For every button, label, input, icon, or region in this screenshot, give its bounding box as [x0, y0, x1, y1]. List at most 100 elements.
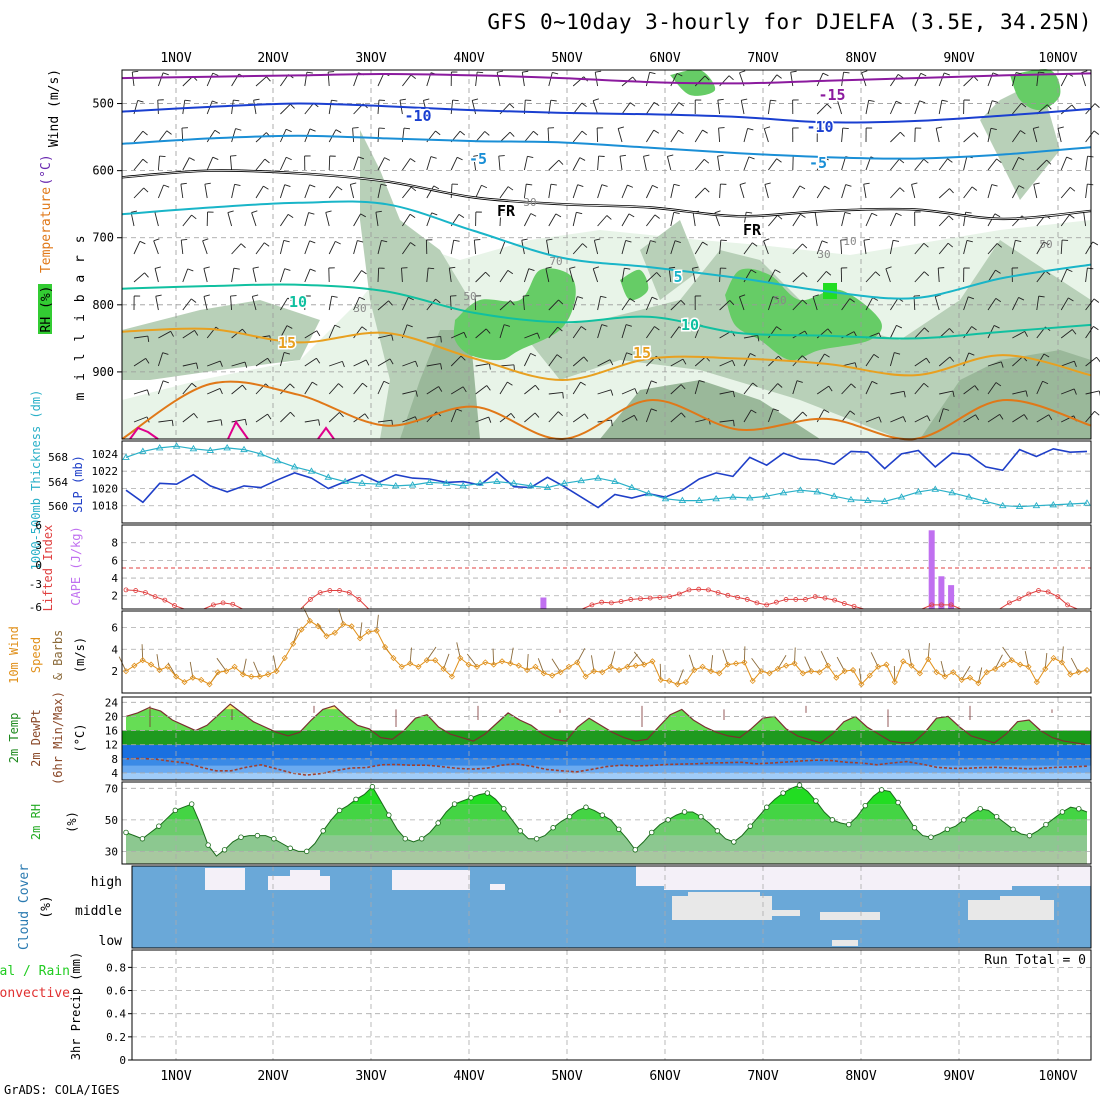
- wind-barb: [1060, 73, 1069, 87]
- wind-barb: [182, 362, 197, 367]
- surface-barb: [688, 654, 695, 671]
- wind-speed-marker: [549, 672, 556, 679]
- wind-barb: [353, 297, 360, 311]
- thickness-marker: [324, 473, 333, 480]
- wind-barb: [499, 270, 509, 283]
- wind-barb-flag: [610, 389, 614, 396]
- wind-speed-marker: [883, 661, 890, 668]
- wind-barb: [473, 240, 477, 255]
- wind-barb: [328, 241, 336, 255]
- wind-barb-flag: [569, 266, 576, 269]
- wind-barb: [153, 240, 159, 255]
- wind-barb-flag: [203, 266, 210, 269]
- wind-barb-flag: [577, 296, 584, 299]
- thickness-marker: [375, 480, 383, 487]
- wind-barb-flag: [380, 183, 387, 186]
- rh2m-marker: [1043, 821, 1049, 828]
- wind-speed-marker: [900, 658, 907, 665]
- wind-barb-flag: [142, 130, 148, 136]
- rh2m-marker: [484, 790, 491, 796]
- wind-barb-flag: [1073, 360, 1077, 367]
- wind-speed-marker: [682, 679, 689, 686]
- wind-speed-marker: [833, 674, 840, 681]
- wind-barb-flag: [449, 266, 456, 269]
- wind-barb-flag: [973, 132, 979, 138]
- wind-speed-marker: [983, 669, 990, 676]
- wind-barb: [377, 100, 380, 115]
- wind-barb: [523, 268, 530, 283]
- wind-barb-flag: [202, 238, 209, 242]
- wind-barb: [890, 187, 901, 199]
- wind-barb: [914, 243, 925, 255]
- surface-barb: [870, 652, 879, 667]
- wind-barb: [597, 156, 600, 171]
- wind-barb: [1085, 326, 1094, 339]
- wind-barb: [937, 268, 940, 283]
- wind-barb-flag: [234, 183, 241, 187]
- wind-barb: [572, 130, 583, 143]
- wind-barb-flag: [993, 325, 1000, 329]
- thickness-marker: [358, 479, 366, 486]
- wind-barb-flag: [415, 390, 418, 397]
- wind-barb: [1036, 270, 1046, 283]
- wind-barb: [548, 159, 560, 171]
- wind-speed-marker: [223, 668, 230, 675]
- wind-barb-flag: [212, 156, 219, 160]
- wind-speed-marker: [933, 669, 940, 676]
- wind-barb: [863, 184, 867, 199]
- wind-barb: [938, 242, 949, 255]
- wind-barb-flag: [739, 182, 746, 186]
- wind-barb: [206, 156, 214, 171]
- wind-barb: [377, 300, 389, 311]
- wind-barb: [889, 325, 897, 339]
- wind-barb-flag: [717, 154, 724, 157]
- wind-speed-marker: [448, 673, 455, 680]
- wind-barb: [231, 361, 246, 367]
- wind-barb: [231, 243, 242, 255]
- wind-barb: [523, 213, 532, 227]
- wind-barb-flag: [284, 268, 291, 271]
- wind-barb: [133, 241, 141, 255]
- wind-barb: [621, 213, 630, 227]
- lifted-index-marker: [123, 587, 129, 593]
- wind-barb: [1036, 296, 1040, 311]
- wind-barb-flag: [433, 185, 440, 190]
- wind-barb-flag: [837, 98, 844, 102]
- surface-barb: [576, 648, 586, 663]
- side-label-rh2m: 2m RH: [29, 804, 43, 840]
- dewpoint-band: [122, 744, 1091, 759]
- wind-speed-marker: [390, 654, 397, 662]
- rh-contour-label: 30: [817, 248, 830, 261]
- y-tick-label: 900: [92, 365, 114, 379]
- wind-barb-flag: [1046, 104, 1052, 110]
- wind-barb: [597, 324, 603, 339]
- wind-barb-flag: [673, 211, 680, 215]
- wind-speed-marker: [507, 660, 514, 667]
- wind-barb-flag: [975, 414, 980, 421]
- y-tick-label: 70: [105, 782, 118, 795]
- wind-barb-flag: [474, 239, 481, 241]
- wind-barb-flag: [191, 214, 197, 220]
- wind-barb: [841, 383, 852, 395]
- wind-barb-flag: [935, 294, 942, 298]
- wind-barb: [914, 100, 920, 115]
- wind-barb-flag: [746, 211, 753, 214]
- side-label-li: Lifted Index: [41, 525, 55, 612]
- x-day-label-bottom: 1NOV: [160, 1069, 191, 1084]
- wind-speed-marker: [356, 635, 364, 642]
- thickness-marker: [273, 456, 282, 464]
- wind-barb-flag: [286, 325, 293, 329]
- wind-barb: [353, 240, 358, 255]
- wind-barb: [1012, 185, 1020, 199]
- wind-barb: [694, 187, 706, 199]
- wind-speed-marker: [365, 628, 372, 635]
- wind-barb: [182, 382, 193, 395]
- wind-barb: [328, 100, 332, 115]
- wind-barb-flag: [244, 419, 247, 426]
- wind-speed-marker: [574, 659, 581, 666]
- thickness-marker: [762, 492, 771, 499]
- wind-barb: [692, 268, 696, 283]
- thickness-marker: [830, 492, 838, 499]
- wind-barb: [377, 157, 385, 171]
- wind-speed-marker: [624, 663, 631, 670]
